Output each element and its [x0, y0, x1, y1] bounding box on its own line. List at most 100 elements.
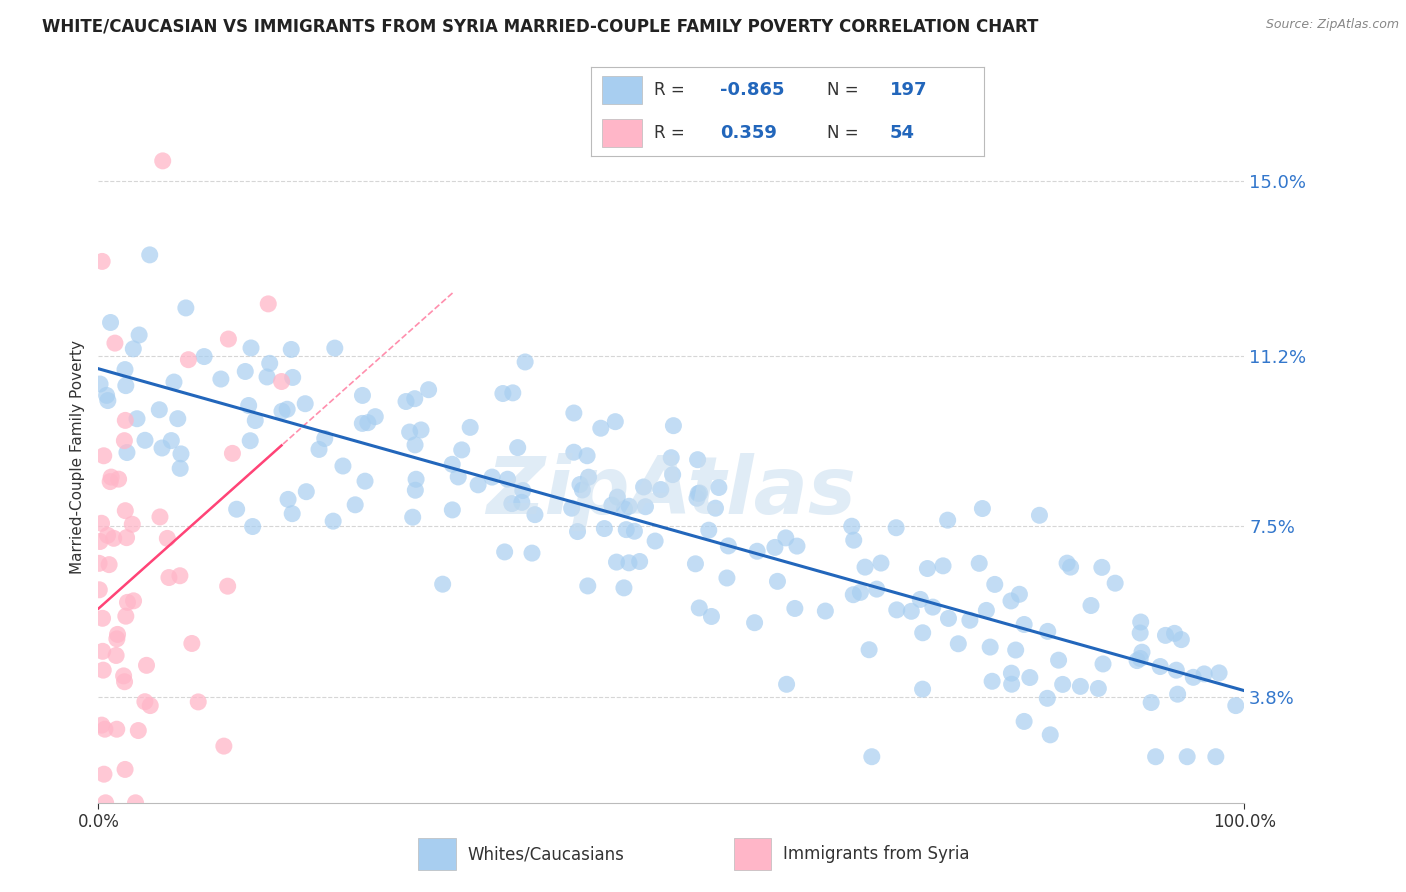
Point — [115, 531, 138, 545]
Point — [1047, 653, 1070, 667]
Point — [606, 490, 628, 504]
Point — [492, 386, 515, 401]
Text: 54: 54 — [890, 124, 915, 142]
Point — [112, 669, 135, 683]
Point — [1012, 714, 1035, 729]
Point — [1225, 698, 1247, 713]
Point — [157, 570, 180, 584]
Point — [238, 399, 260, 413]
Point — [344, 498, 367, 512]
Point — [685, 557, 707, 571]
Text: Whites/Caucasians: Whites/Caucasians — [468, 845, 624, 863]
Point — [105, 632, 128, 646]
Point — [948, 637, 970, 651]
Point — [93, 767, 115, 781]
Point — [169, 461, 191, 475]
Point — [900, 604, 922, 618]
Point — [520, 546, 543, 560]
Text: ZipAtlas: ZipAtlas — [486, 453, 856, 531]
Point — [295, 484, 318, 499]
Point — [496, 472, 519, 486]
Point — [662, 418, 685, 433]
Point — [917, 561, 939, 575]
Point — [242, 519, 264, 533]
Point — [177, 352, 200, 367]
Point — [89, 582, 111, 597]
Point — [605, 555, 627, 569]
Point — [156, 532, 179, 546]
Point — [405, 472, 427, 486]
Bar — [734, 838, 770, 871]
Point — [605, 415, 627, 429]
Point — [107, 627, 129, 641]
Point — [614, 523, 637, 537]
Point — [578, 470, 600, 484]
Point — [650, 483, 672, 497]
Point — [277, 492, 299, 507]
Point — [634, 500, 657, 514]
Point — [513, 355, 536, 369]
Point — [322, 514, 344, 528]
Point — [562, 406, 585, 420]
Point — [707, 481, 730, 495]
Point — [576, 579, 599, 593]
Bar — [602, 119, 641, 147]
Point — [1052, 677, 1074, 691]
Point — [911, 682, 934, 697]
Point — [783, 601, 806, 615]
Point — [217, 332, 239, 346]
Point — [938, 611, 960, 625]
Point — [858, 642, 880, 657]
Point — [114, 362, 136, 376]
Point — [94, 722, 117, 736]
Point — [193, 350, 215, 364]
Point — [441, 503, 464, 517]
Point — [659, 450, 682, 465]
Point — [170, 447, 193, 461]
Point — [245, 413, 267, 427]
Point — [842, 533, 865, 548]
Point — [450, 442, 472, 457]
Point — [239, 434, 262, 448]
Point — [506, 441, 529, 455]
Point — [841, 519, 863, 533]
Point — [352, 417, 374, 431]
Point — [174, 301, 197, 315]
Point — [187, 695, 209, 709]
Point — [114, 674, 136, 689]
Point — [1166, 663, 1188, 677]
Point — [1182, 670, 1205, 684]
Point — [152, 153, 174, 168]
Point — [89, 534, 111, 549]
Point — [1087, 681, 1109, 696]
Point — [364, 409, 387, 424]
Point — [700, 609, 723, 624]
Point — [404, 438, 426, 452]
Point — [166, 411, 188, 425]
Point — [775, 677, 797, 691]
Point — [169, 568, 191, 582]
Point — [447, 470, 470, 484]
Point — [1154, 628, 1177, 642]
Point — [135, 658, 157, 673]
Point — [280, 343, 302, 357]
Point — [323, 341, 346, 355]
Point — [1092, 657, 1115, 671]
Point — [281, 507, 304, 521]
Point — [1205, 749, 1227, 764]
Point — [256, 370, 278, 384]
Point — [134, 434, 156, 448]
Point — [212, 739, 235, 753]
Point — [747, 544, 769, 558]
Point — [1126, 654, 1149, 668]
Point — [967, 557, 990, 571]
Point — [853, 560, 876, 574]
Point — [1192, 667, 1215, 681]
Point — [600, 498, 623, 512]
Point — [91, 644, 114, 658]
Point — [1001, 677, 1024, 691]
Point — [717, 539, 740, 553]
Point — [114, 763, 136, 777]
Point — [117, 595, 139, 609]
Point — [569, 477, 592, 491]
